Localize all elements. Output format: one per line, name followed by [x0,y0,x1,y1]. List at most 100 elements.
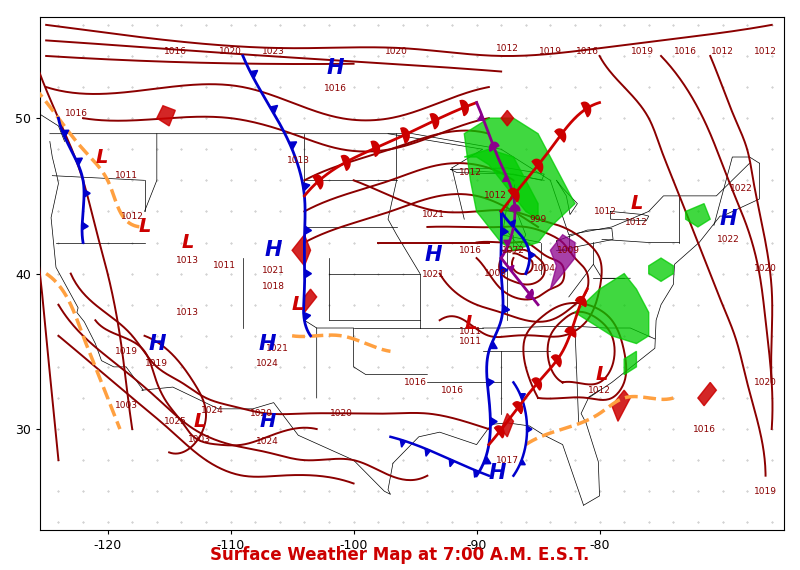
Polygon shape [504,241,510,247]
Text: L: L [138,218,150,237]
Polygon shape [490,142,499,151]
Polygon shape [464,118,575,250]
Text: 1011: 1011 [459,337,482,347]
Polygon shape [490,341,497,348]
Polygon shape [302,182,310,191]
Text: H: H [258,333,276,353]
Text: H: H [265,241,282,260]
Polygon shape [450,459,454,467]
Text: 1021: 1021 [262,266,285,275]
Text: 1020: 1020 [385,47,408,56]
Text: 1019: 1019 [631,47,654,56]
Polygon shape [371,141,379,156]
Polygon shape [520,394,526,400]
Polygon shape [520,459,526,465]
Text: 1024: 1024 [201,406,223,415]
Text: 1016: 1016 [403,378,426,387]
Text: 1022: 1022 [718,235,740,244]
Polygon shape [62,130,69,137]
Text: 1024: 1024 [256,359,279,368]
Polygon shape [305,226,311,234]
Text: 1011: 1011 [213,261,236,270]
Text: 1018: 1018 [262,282,285,291]
Text: L: L [464,314,477,333]
Polygon shape [460,100,468,116]
Text: 1016: 1016 [66,109,88,118]
Text: 1016: 1016 [693,425,715,434]
Polygon shape [292,235,310,266]
Polygon shape [510,220,515,227]
Text: 1016: 1016 [164,47,186,56]
Text: 1023: 1023 [262,47,285,56]
Polygon shape [509,266,514,272]
Text: 1020: 1020 [219,47,242,56]
Polygon shape [487,378,494,387]
Text: 1012: 1012 [496,44,518,52]
Polygon shape [575,274,649,344]
Polygon shape [513,402,522,414]
Text: 1016: 1016 [459,246,482,255]
Text: 1003: 1003 [114,401,138,410]
Text: L: L [182,233,194,252]
Polygon shape [552,355,561,367]
Polygon shape [483,456,491,464]
Polygon shape [401,128,409,143]
Text: 1020: 1020 [330,409,353,418]
Polygon shape [565,327,576,337]
Text: 1019: 1019 [114,347,138,356]
Polygon shape [303,312,310,321]
Text: 1012: 1012 [121,211,144,221]
Polygon shape [501,413,514,437]
Polygon shape [490,417,497,426]
Text: L: L [194,412,206,431]
Polygon shape [430,114,438,129]
Text: H: H [259,412,276,431]
Text: 1009: 1009 [558,246,580,255]
Text: 1016: 1016 [576,47,598,56]
Text: H: H [148,333,166,353]
Polygon shape [84,189,90,197]
Text: 1011: 1011 [459,327,482,336]
Polygon shape [75,158,82,165]
Text: H: H [489,463,506,483]
Polygon shape [502,175,509,181]
Polygon shape [624,351,637,374]
Text: 1012: 1012 [459,168,482,177]
Polygon shape [649,258,674,282]
Text: 1012: 1012 [588,386,611,394]
Polygon shape [425,449,430,456]
Polygon shape [530,252,535,259]
Text: 1021: 1021 [422,210,445,219]
Text: 1022: 1022 [730,184,752,193]
Text: 1025: 1025 [164,417,186,426]
Polygon shape [501,266,508,275]
Text: 1021: 1021 [266,344,289,353]
Text: 1012: 1012 [594,207,617,216]
Polygon shape [532,159,542,173]
Text: 1013: 1013 [286,156,310,165]
Polygon shape [582,102,590,117]
Text: 1019: 1019 [754,487,777,496]
Text: 1004: 1004 [533,264,556,274]
Polygon shape [474,470,479,478]
Polygon shape [502,305,510,314]
Text: 1016: 1016 [324,84,346,93]
Text: H: H [425,245,442,265]
Text: 1072: 1072 [502,246,525,255]
Polygon shape [509,189,519,202]
Text: 1019: 1019 [539,47,562,56]
Text: 1016: 1016 [441,386,463,394]
Polygon shape [270,105,278,114]
Polygon shape [400,439,406,447]
Text: 1012: 1012 [625,218,648,227]
Polygon shape [157,105,175,126]
Polygon shape [82,222,88,230]
Text: 1024: 1024 [256,437,279,446]
Text: 1020: 1020 [250,409,273,418]
Polygon shape [464,149,538,219]
Text: Surface Weather Map at 7:00 A.M. E.S.T.: Surface Weather Map at 7:00 A.M. E.S.T. [210,546,590,564]
Text: 1016: 1016 [674,47,697,56]
Polygon shape [698,382,716,406]
Polygon shape [526,290,534,299]
Text: H: H [720,209,738,229]
